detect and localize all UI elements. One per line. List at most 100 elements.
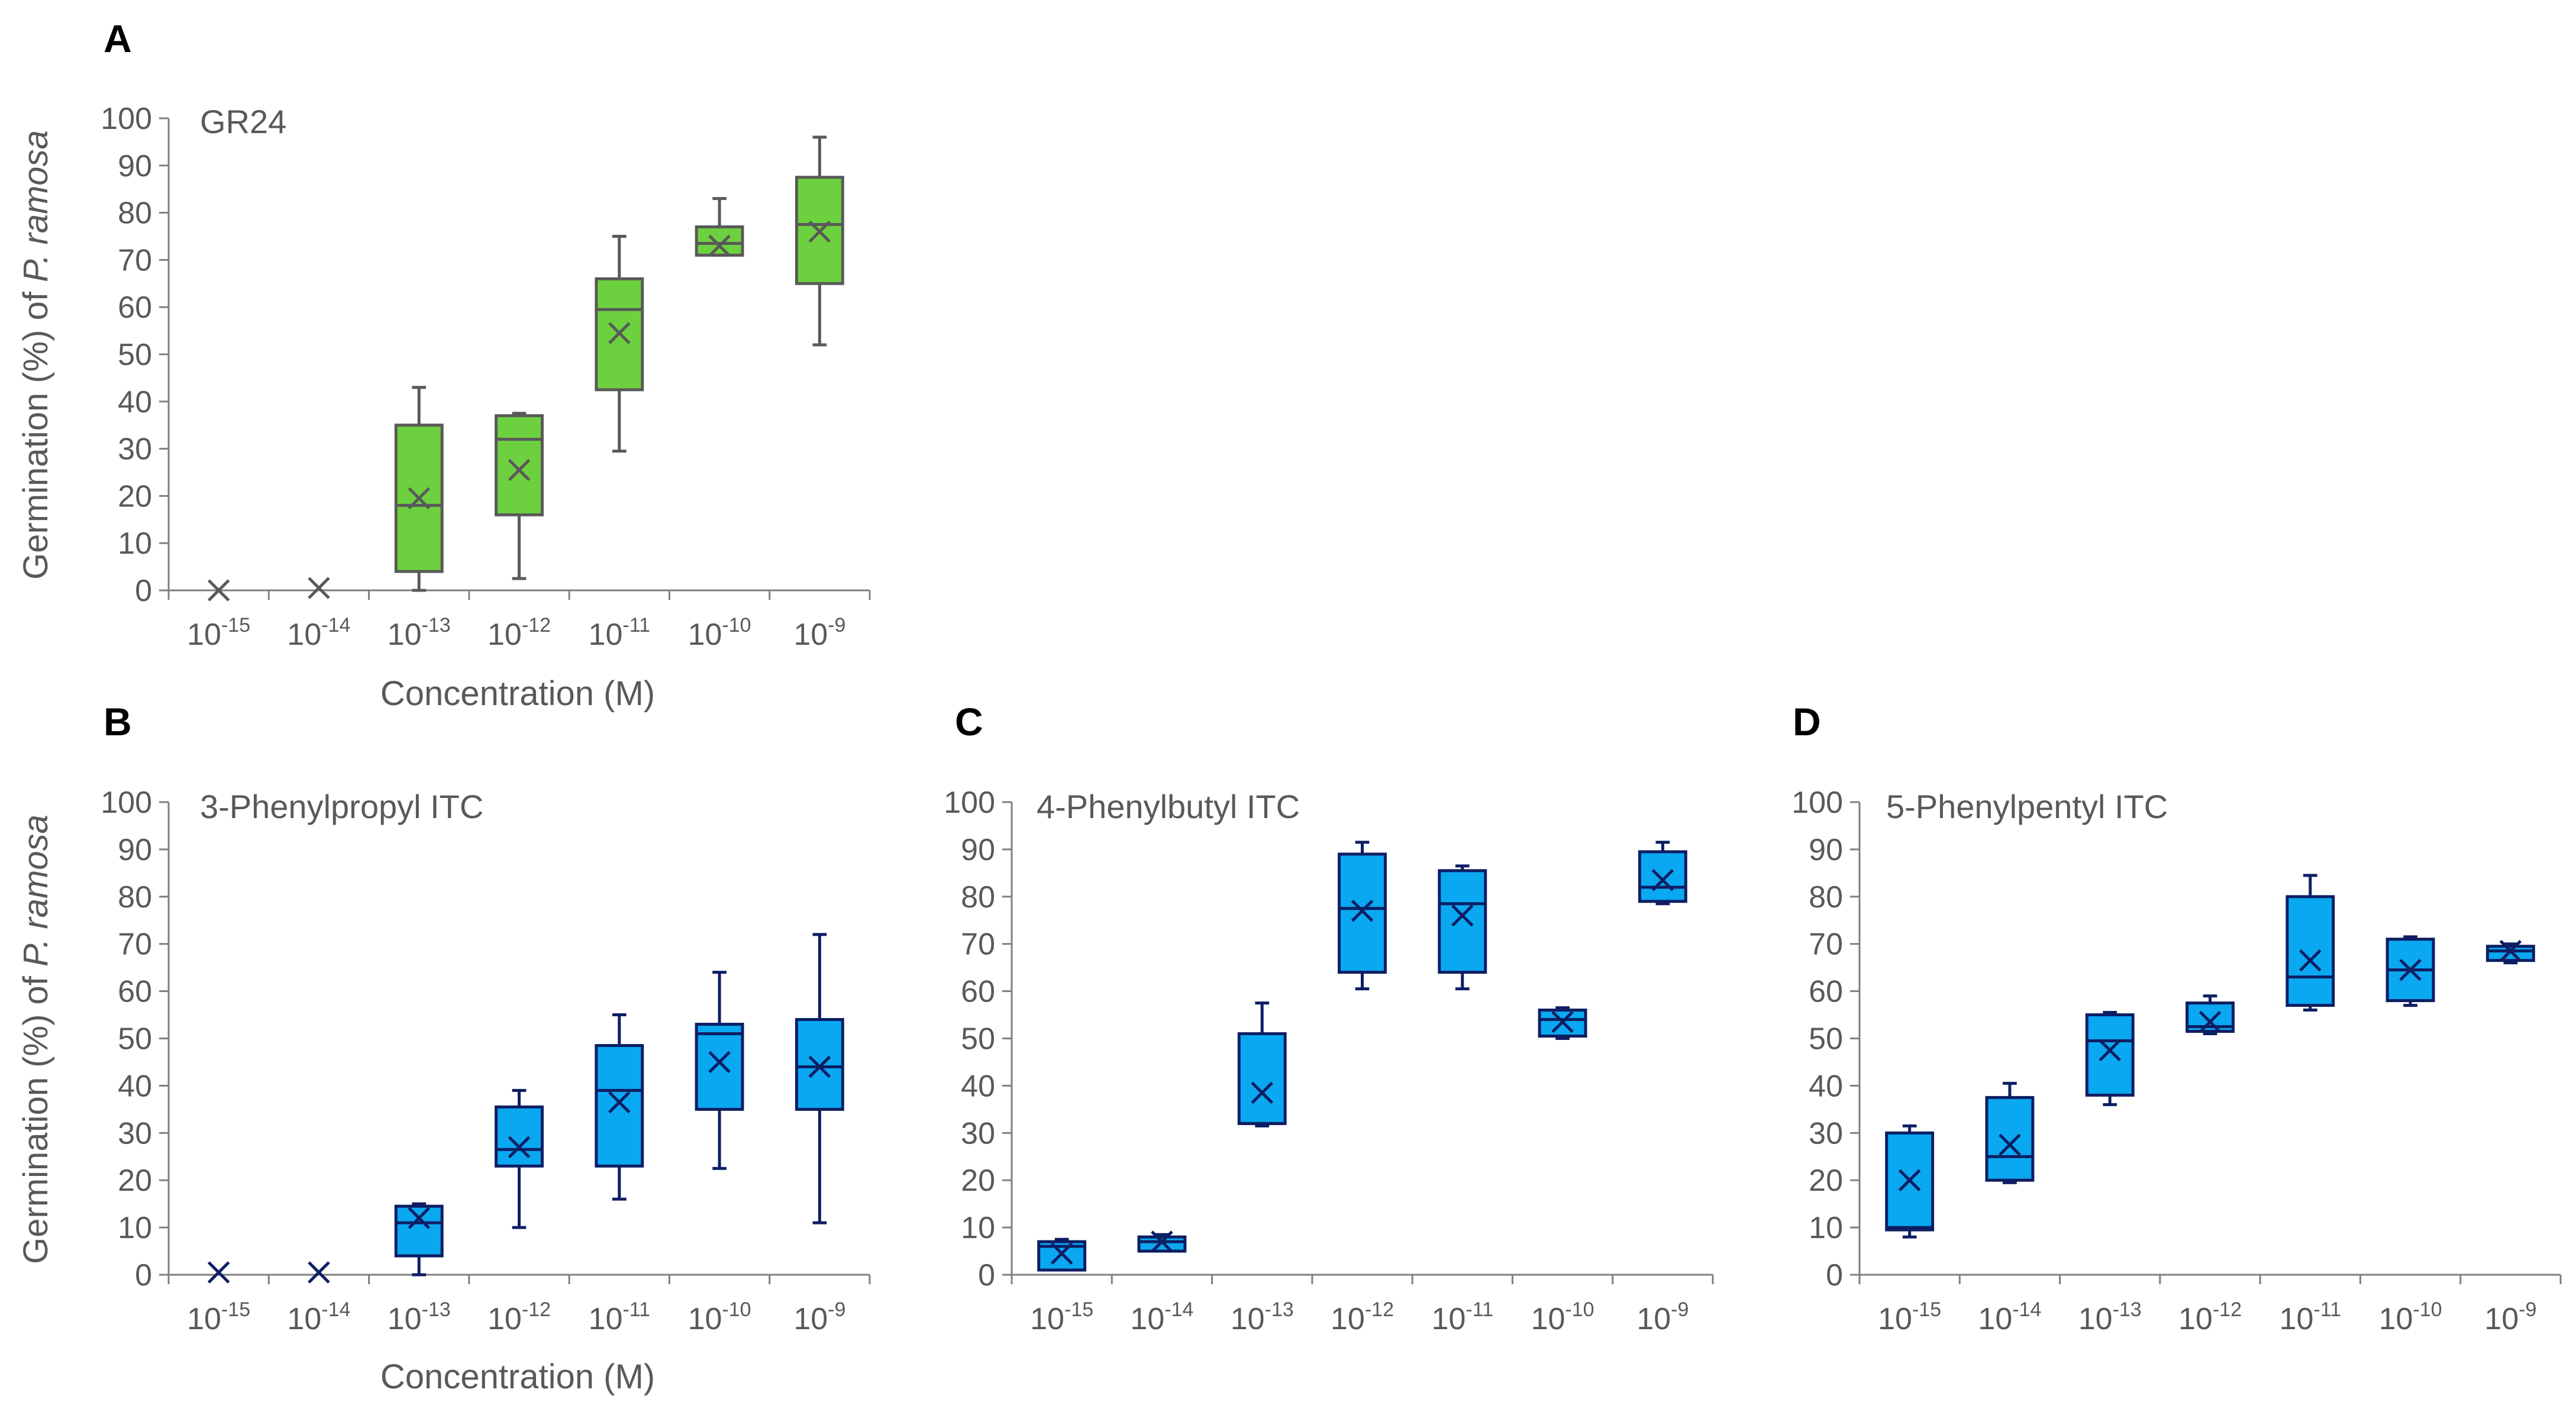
x-tick-label: 10-10	[688, 614, 751, 652]
mean-marker	[1351, 900, 1374, 922]
mean-marker	[1651, 869, 1674, 891]
y-tick-label: 70	[961, 928, 995, 962]
box-plot-6	[795, 933, 844, 1224]
x-tick-base: 10	[2078, 1302, 2113, 1336]
box-plot-5	[695, 197, 744, 257]
x-tick-label: 10-13	[388, 1298, 451, 1336]
y-tick-label: 0	[978, 1258, 995, 1293]
box-plot-1	[1137, 1230, 1187, 1253]
y-tick-label: 60	[118, 290, 152, 325]
x-tick-exponent: -15	[1064, 1298, 1093, 1321]
y-tick-label: 60	[1809, 975, 1843, 1009]
x-tick-base: 10	[2379, 1302, 2413, 1336]
x-tick-label: 10-10	[1531, 1298, 1594, 1336]
x-tick-exponent: -15	[221, 614, 250, 636]
x-tick-label: 10-12	[2178, 1298, 2242, 1336]
y-tick-label: 10	[118, 526, 152, 561]
x-tick-base: 10	[1130, 1302, 1164, 1336]
box-plot-5	[1538, 1006, 1587, 1040]
mean-marker	[308, 1261, 330, 1284]
y-tick-label: 70	[118, 243, 152, 277]
x-tick-base: 10	[688, 1302, 722, 1336]
x-tick-base: 10	[287, 1302, 321, 1336]
x-tick-exponent: -10	[722, 1298, 751, 1321]
panel-title-a: GR24	[200, 103, 286, 140]
mean-marker	[508, 458, 531, 482]
y-tick-label: 60	[961, 975, 995, 1009]
x-tick-exponent: -13	[422, 614, 451, 636]
x-tick-exponent: -12	[2213, 1298, 2242, 1321]
iqr-box	[1985, 1096, 2035, 1182]
y-tick-label: 100	[1791, 786, 1843, 820]
iqr-box	[394, 1204, 444, 1258]
box-plot-0	[207, 1261, 230, 1284]
x-tick-exponent: -12	[522, 1298, 551, 1321]
x-tick-exponent: -14	[2012, 1298, 2041, 1321]
y-tick-label: 70	[1809, 928, 1843, 962]
panel-letter-c: C	[955, 700, 983, 744]
y-tick-label: 80	[1809, 880, 1843, 915]
y-tick-label: 0	[135, 1258, 152, 1293]
x-tick-base: 10	[2484, 1302, 2519, 1336]
x-tick-base: 10	[1978, 1302, 2012, 1336]
iqr-box	[1638, 850, 1687, 903]
panel-title-b: 3-Phenylpropyl ITC	[200, 788, 483, 825]
x-tick-exponent: -13	[2113, 1298, 2142, 1321]
x-tick-label: 10-12	[488, 1298, 551, 1336]
y-tick-label: 80	[118, 196, 152, 231]
mean-marker	[308, 577, 330, 599]
x-tick-label: 10-12	[488, 614, 551, 652]
box-plot-3	[2186, 994, 2235, 1036]
x-tick-base: 10	[2280, 1302, 2314, 1336]
x-tick-exponent: -9	[828, 614, 845, 636]
x-axis-label-b: Concentration (M)	[380, 1358, 655, 1396]
iqr-box	[695, 1023, 744, 1111]
x-tick-label: 10-9	[1636, 1298, 1689, 1336]
x-tick-exponent: -11	[2313, 1298, 2341, 1321]
x-tick-label: 10-13	[2078, 1298, 2142, 1336]
mean-marker	[2099, 1039, 2121, 1062]
x-tick-base: 10	[2178, 1302, 2213, 1336]
box-plot-2	[2085, 1011, 2135, 1106]
x-tick-label: 10-15	[1878, 1298, 1941, 1336]
mean-marker	[2499, 939, 2522, 962]
box-plot-4	[595, 1013, 644, 1201]
box-plot-2	[394, 1202, 444, 1277]
y-axis-label-a-species: P. ramosa	[17, 130, 55, 282]
mean-marker	[808, 220, 831, 243]
box-plot-3	[495, 412, 544, 580]
x-tick-exponent: -9	[2519, 1298, 2536, 1321]
x-tick-label: 10-11	[2280, 1298, 2341, 1336]
x-tick-label: 10-13	[1231, 1298, 1294, 1336]
mean-marker	[1898, 1169, 1921, 1191]
x-tick-label: 10-10	[2379, 1298, 2442, 1336]
box-plot-1	[308, 577, 330, 599]
x-tick-base: 10	[388, 1302, 422, 1336]
x-tick-exponent: -15	[1912, 1298, 1941, 1321]
x-tick-exponent: -15	[221, 1298, 250, 1321]
y-tick-label: 20	[1809, 1164, 1843, 1198]
box-plot-4	[2286, 874, 2335, 1012]
mean-marker	[2299, 949, 2322, 972]
x-tick-base: 10	[589, 618, 623, 652]
x-tick-base: 10	[1030, 1302, 1064, 1336]
x-tick-base: 10	[388, 618, 422, 652]
iqr-box	[795, 1018, 844, 1111]
panel-title-d: 5-Phenylpentyl ITC	[1886, 788, 2168, 825]
panel-title-c: 4-Phenylbutyl ITC	[1037, 788, 1300, 825]
x-tick-base: 10	[589, 1302, 623, 1336]
mean-marker	[2399, 958, 2422, 981]
y-tick-label: 100	[101, 102, 152, 136]
x-tick-exponent: -12	[1365, 1298, 1394, 1321]
box-plot-2	[394, 386, 444, 592]
x-tick-base: 10	[1878, 1302, 1912, 1336]
y-tick-label: 50	[1809, 1022, 1843, 1056]
x-tick-exponent: -9	[828, 1298, 845, 1321]
x-tick-exponent: -11	[622, 1298, 650, 1321]
box-plot-0	[207, 579, 230, 602]
iqr-box	[2286, 895, 2335, 1007]
mean-marker	[2199, 1010, 2222, 1033]
iqr-box	[1137, 1235, 1187, 1253]
box-plot-0	[1885, 1124, 1935, 1239]
y-tick-label: 40	[1809, 1069, 1843, 1103]
